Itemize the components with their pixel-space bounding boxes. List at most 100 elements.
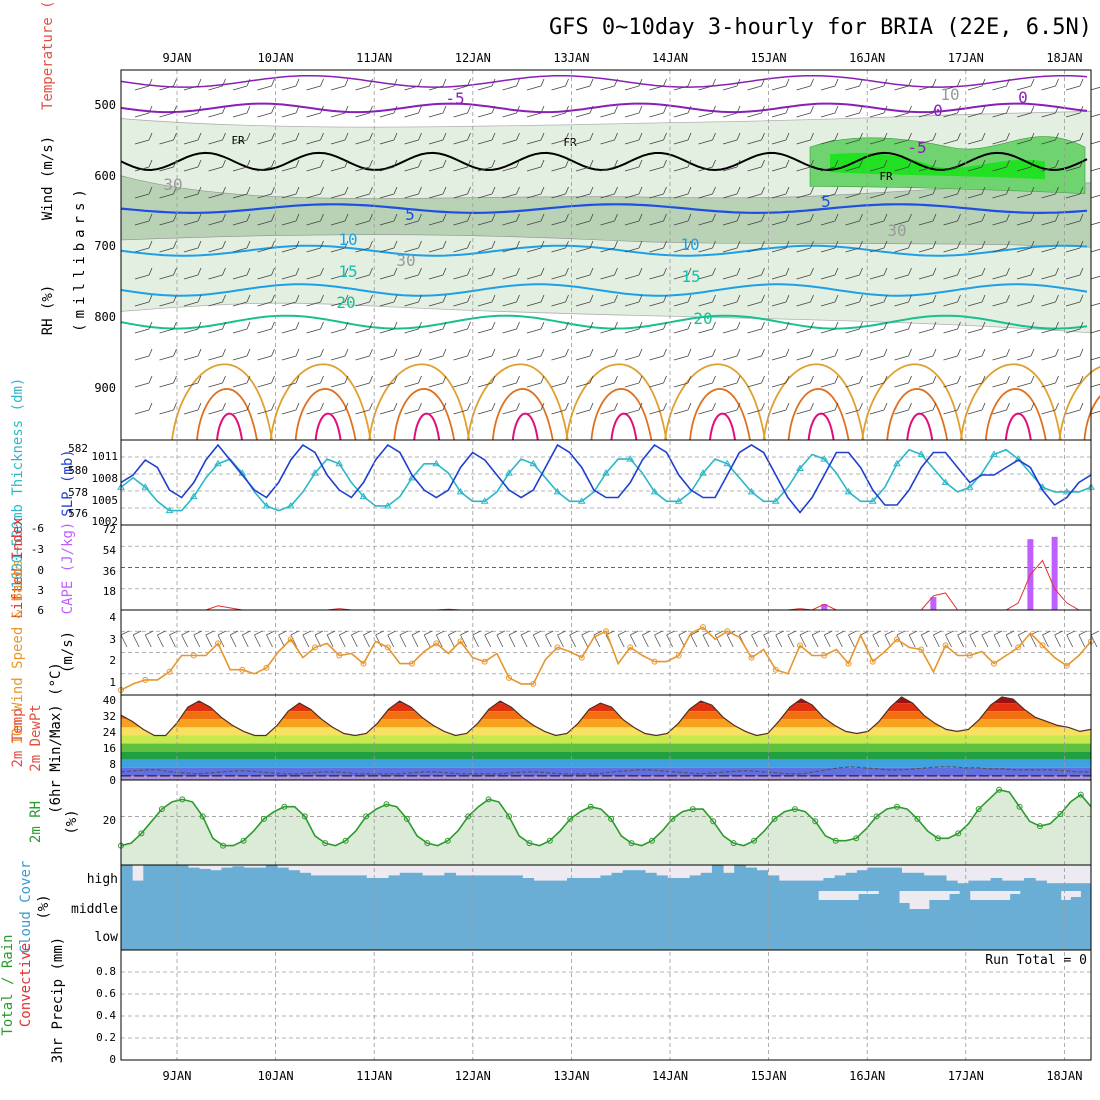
- cloud-high-bar: [1046, 883, 1059, 891]
- wind-barb: [575, 213, 594, 226]
- thickness-point: [844, 487, 853, 495]
- contour-30: [491, 388, 554, 441]
- wind-barb: [502, 267, 520, 280]
- wind-barb: [428, 78, 447, 91]
- wind-barb: [722, 267, 741, 280]
- wind-barb: [257, 105, 275, 118]
- wind-barb: [747, 240, 765, 253]
- wind-barb: [1016, 240, 1035, 253]
- slp-tick: 1011: [92, 450, 119, 463]
- cloud-high-bar: [868, 867, 880, 891]
- wind-barb-10m: [848, 630, 857, 648]
- wind-barb: [428, 213, 447, 226]
- pressure-tick: 600: [94, 169, 116, 183]
- wind-speed-point: [360, 660, 367, 667]
- contour-label: 20: [693, 309, 712, 328]
- wind-barb: [575, 348, 594, 361]
- wind-barb: [698, 186, 716, 199]
- cloud-mid-bar: [414, 891, 425, 921]
- wind-barb: [869, 159, 888, 172]
- cloud-mid-bar: [899, 903, 910, 921]
- wind-barb: [232, 375, 251, 388]
- cloud-mid-bar: [757, 891, 769, 921]
- wind-barb: [845, 294, 863, 307]
- cloud-high-bar: [511, 875, 523, 891]
- wind-barb: [134, 132, 153, 145]
- wind-barb: [894, 78, 912, 91]
- wind-barb: [306, 159, 324, 172]
- cape-label: CAPE (J/kg): [60, 522, 76, 615]
- cloud-mid-bar: [1000, 900, 1011, 921]
- cloud-high-bar: [210, 870, 222, 891]
- cloud-high-bar: [165, 865, 178, 891]
- wind-barb: [306, 213, 324, 226]
- thickness-point: [650, 487, 659, 495]
- wind-barb-10m: [836, 630, 845, 648]
- wind-barb: [575, 375, 594, 388]
- wind-barb: [232, 240, 251, 253]
- wind-barb: [918, 78, 937, 91]
- wind-barb: [281, 321, 300, 334]
- temp-tick: 8: [109, 758, 116, 771]
- cloud-mid-bar: [929, 900, 940, 921]
- wind-barb: [257, 321, 275, 334]
- wind-barb: [453, 159, 471, 172]
- rh2m-point: [444, 837, 451, 844]
- precip-label-b: Convective: [18, 943, 34, 1027]
- wind-barb: [1090, 167, 1100, 172]
- li-tick: -6: [31, 522, 44, 535]
- wind-barb: [624, 402, 643, 415]
- cloud-high-bar: [656, 875, 668, 891]
- cloud-mid-bar: [909, 909, 920, 921]
- cloud-mid-bar: [848, 900, 860, 921]
- thickness-line: [120, 448, 1092, 512]
- wind-barb: [967, 78, 986, 91]
- date-label-top: 14JAN: [652, 51, 688, 65]
- wind-speed-point: [530, 680, 537, 687]
- wind-barb: [894, 294, 912, 307]
- rh2m-point: [363, 813, 370, 820]
- wind-barb: [796, 321, 814, 334]
- rh2m-point: [158, 806, 165, 813]
- wind-barb: [820, 132, 839, 145]
- cloud-mid-bar: [302, 891, 314, 921]
- thick-tick: 576: [68, 507, 88, 520]
- cape-tick: 18: [103, 585, 116, 598]
- wind-barb: [306, 240, 324, 253]
- wind-barb: [771, 294, 790, 307]
- wind-speed-point: [457, 638, 464, 645]
- wind-barb: [526, 186, 545, 199]
- thickness-point: [553, 487, 562, 495]
- contour-label: FR: [563, 136, 577, 149]
- wind-barb: [551, 132, 569, 145]
- wind-barb-10m: [1017, 630, 1027, 648]
- contour-25: [368, 363, 471, 441]
- thickness-point: [917, 450, 926, 457]
- wind-barb: [624, 213, 643, 226]
- thickness-point: [432, 459, 441, 467]
- cloud-mid-bar: [838, 900, 849, 921]
- cloud-mid-bar: [626, 891, 637, 921]
- wind-barb-10m: [654, 630, 663, 648]
- wind-barb: [747, 321, 765, 334]
- wind-barb: [477, 294, 496, 307]
- contour-25: [664, 363, 766, 441]
- wind-barb: [992, 159, 1010, 172]
- slp-thick-label: 1000~500mb Thickness (dm): [10, 378, 26, 589]
- wind-tick: 2: [109, 654, 116, 667]
- wind-barb: [894, 132, 912, 145]
- wind-barb: [845, 132, 863, 145]
- cloud-mid-bar: [707, 891, 718, 921]
- wind-barb: [330, 267, 349, 280]
- wind-barb: [600, 321, 618, 334]
- cloud-mid-bar: [211, 891, 223, 921]
- wind-barb: [967, 159, 986, 172]
- rh2m-area: [121, 789, 1091, 865]
- cloud-high-bar: [377, 878, 390, 891]
- wind-barb-10m: [399, 630, 409, 648]
- wind-barb: [404, 267, 422, 280]
- temp-band: [121, 719, 1091, 728]
- rh2m-point: [628, 840, 635, 847]
- wind-barb: [820, 213, 839, 226]
- wind-barb-10m: [326, 630, 336, 648]
